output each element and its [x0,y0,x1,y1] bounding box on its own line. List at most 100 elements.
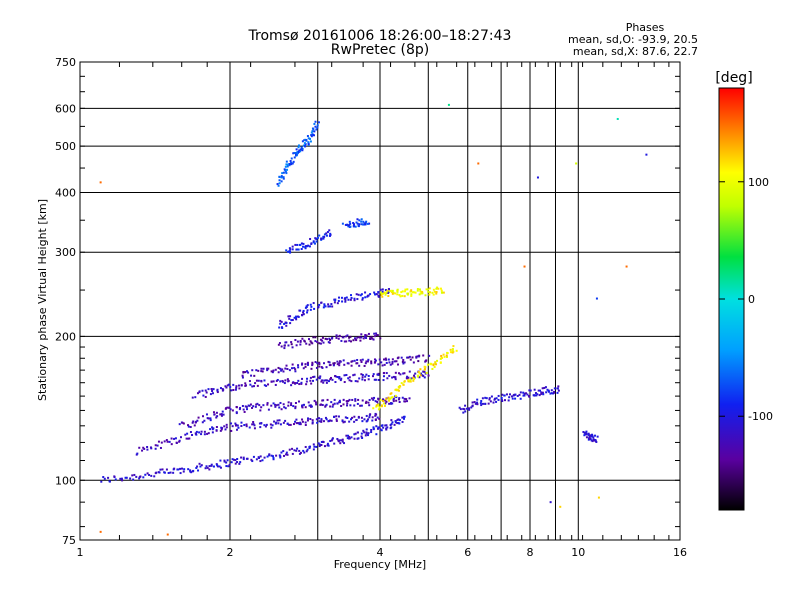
echo-point [292,423,295,426]
echo-point [330,303,333,306]
echo-point [366,222,369,225]
echo-point [240,421,243,424]
echo-point [373,332,376,335]
echo-point [464,404,467,407]
echo-point [392,291,395,294]
echo-point [303,340,306,343]
echo-point [326,379,329,382]
echo-point [146,448,149,451]
echo-point [313,122,316,125]
echo-point [445,355,448,358]
echo-point [359,336,362,339]
echo-point [394,371,397,374]
echo-point [390,426,393,429]
echo-point [365,400,368,403]
echo-point [354,225,357,228]
echo-point [359,339,362,342]
echo-point [345,296,348,299]
echo-point [138,477,141,480]
echo-point [348,435,351,438]
echo-point [389,363,392,366]
echo-point [196,465,199,468]
echo-point [353,415,356,418]
echo-point [375,293,378,296]
echo-point [240,425,243,428]
echo-point [182,422,185,425]
echo-point [475,402,478,405]
echo-point [306,309,309,312]
echo-point [132,478,135,481]
echo-point [329,405,332,408]
echo-point [312,376,315,379]
echo-point [300,146,303,149]
echo-point [364,362,367,365]
echo-point [311,422,314,425]
y-axis-label: Stationary phase Virtual Height [km] [36,199,49,401]
echo-point [198,431,201,434]
echo-point [203,419,206,422]
echo-point [179,467,182,470]
echo-point [244,405,247,408]
echo-point [302,245,305,248]
echo-point [313,307,316,310]
echo-point [370,335,373,338]
echo-point [212,465,215,468]
echo-point [375,405,378,408]
echo-point [416,374,419,377]
echo-point [365,337,368,340]
echo-point [318,445,321,448]
echo-point [247,404,250,407]
echo-point [587,438,590,441]
echo-point [303,451,306,454]
echo-point [396,293,399,296]
echo-point [179,436,182,439]
echo-point [150,447,153,450]
echo-point [266,403,269,406]
echo-point [451,349,454,352]
echo-point [156,444,159,447]
echo-point [290,162,293,165]
echo-point [219,413,222,416]
echo-point [477,162,480,165]
echo-point [371,419,374,422]
echo-point [342,336,345,339]
echo-point [236,457,239,460]
echo-point [363,379,366,382]
echo-point [625,265,628,268]
echo-point [313,242,316,245]
echo-point [235,406,238,409]
echo-point [388,402,391,405]
echo-point [279,401,282,404]
echo-point [440,354,443,357]
echo-point [307,401,310,404]
echo-point [192,420,195,423]
echo-point [404,290,407,293]
echo-point [285,163,288,166]
echo-point [285,172,288,175]
echo-point [175,441,178,444]
echo-point [349,298,352,301]
echo-point [364,335,367,338]
echo-point [402,417,405,420]
echo-point [364,221,367,224]
echo-point [381,295,384,298]
echo-point [225,465,228,468]
echo-point [227,465,230,468]
echo-point [267,408,270,411]
echo-point [141,449,144,452]
echo-point [289,248,292,251]
echo-point [484,402,487,405]
echo-point [339,360,342,363]
echo-point [360,435,363,438]
echo-point [238,387,241,390]
echo-point [523,265,526,268]
echo-point [392,400,395,403]
echo-point [377,404,380,407]
echo-point [99,530,102,533]
echo-point [280,408,283,411]
echo-point [400,356,403,359]
echo-point [348,437,351,440]
echo-point [416,355,419,358]
echo-point [323,445,326,448]
echo-point [406,400,409,403]
